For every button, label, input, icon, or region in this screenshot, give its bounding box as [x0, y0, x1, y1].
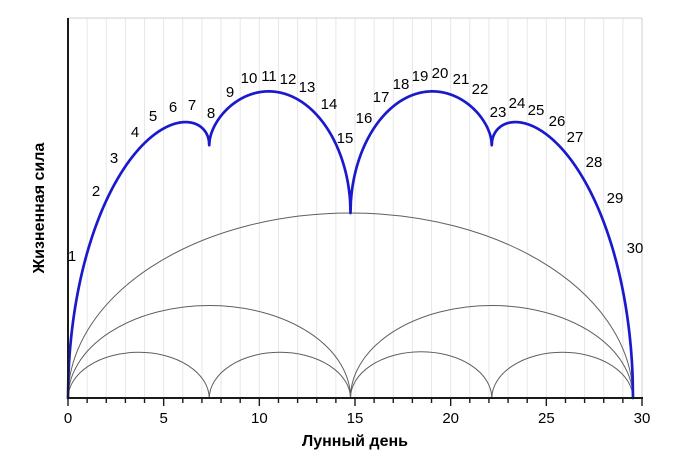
day-label-16: 16 — [356, 110, 373, 127]
day-label-25: 25 — [528, 102, 545, 119]
day-label-18: 18 — [393, 76, 410, 93]
day-label-11: 11 — [261, 68, 277, 85]
plot-frame — [68, 17, 643, 398]
day-label-17: 17 — [373, 89, 390, 106]
x-tick-label: 20 — [442, 410, 459, 427]
day-label-15: 15 — [337, 130, 354, 147]
day-label-27: 27 — [567, 129, 584, 146]
x-tick-label: 30 — [634, 410, 651, 427]
x-tick-label: 15 — [347, 410, 364, 427]
day-label-22: 22 — [472, 81, 489, 98]
day-label-30: 30 — [627, 240, 644, 257]
day-label-19: 19 — [412, 68, 429, 85]
day-label-26: 26 — [549, 113, 566, 130]
reference-curve-1 — [67, 212, 634, 399]
day-label-2: 2 — [92, 183, 100, 200]
x-tick-label: 0 — [64, 410, 72, 427]
day-label-13: 13 — [299, 79, 316, 96]
day-label-21: 21 — [453, 71, 470, 88]
vital-force-curve — [66, 90, 635, 400]
x-tick-label: 5 — [159, 410, 167, 427]
day-label-9: 9 — [226, 84, 234, 101]
y-axis-title: Жизненная сила — [31, 142, 48, 274]
day-label-23: 23 — [490, 104, 507, 121]
day-label-3: 3 — [110, 150, 118, 167]
day-label-12: 12 — [280, 71, 297, 88]
day-label-29: 29 — [607, 190, 624, 207]
day-label-10: 10 — [241, 70, 258, 87]
day-label-5: 5 — [149, 108, 157, 125]
day-label-1: 1 — [68, 248, 76, 265]
day-label-4: 4 — [131, 124, 139, 141]
x-tick-label: 25 — [538, 410, 555, 427]
day-label-24: 24 — [509, 95, 526, 112]
day-label-8: 8 — [207, 105, 215, 122]
day-label-7: 7 — [188, 97, 196, 114]
reference-curve-2 — [67, 305, 634, 399]
day-label-20: 20 — [432, 65, 449, 82]
x-tick-label: 10 — [251, 410, 268, 427]
day-label-28: 28 — [586, 154, 603, 171]
x-axis-title: Лунный день — [302, 433, 408, 450]
day-label-6: 6 — [169, 99, 177, 116]
day-label-14: 14 — [321, 96, 338, 113]
